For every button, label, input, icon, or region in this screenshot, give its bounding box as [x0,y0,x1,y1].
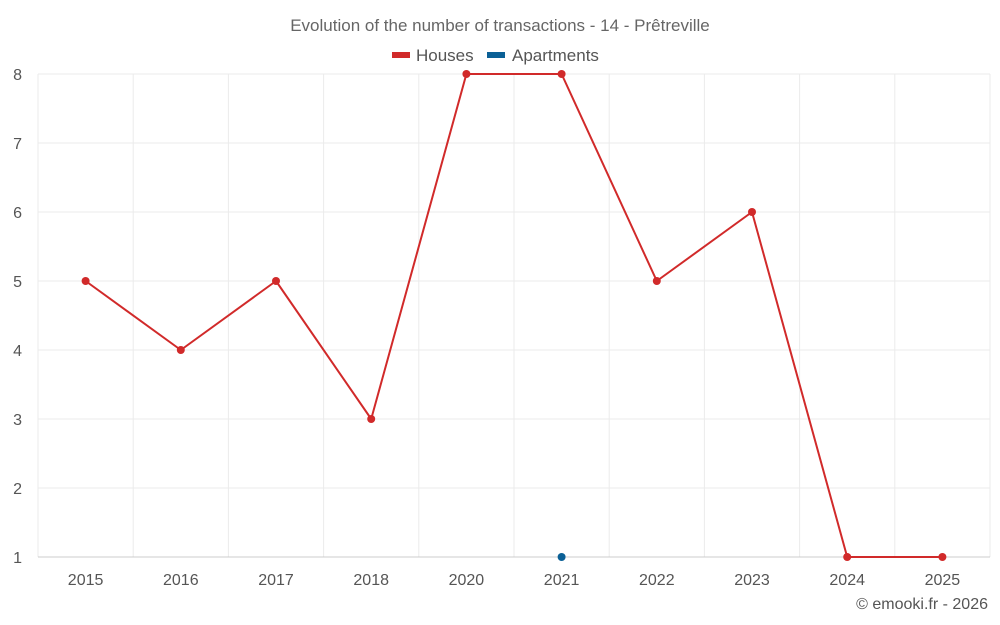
x-tick-label: 2021 [544,572,580,589]
x-tick-label: 2017 [258,572,294,589]
y-tick-label: 7 [13,136,22,153]
x-tick-label: 2024 [829,572,865,589]
y-tick-label: 4 [13,343,22,360]
data-point-houses[interactable] [272,277,280,285]
legend-label-houses: Houses [416,46,474,65]
x-tick-label: 2015 [68,572,104,589]
y-tick-label: 5 [13,274,22,291]
x-tick-label: 2016 [163,572,199,589]
series-houses [81,70,947,561]
chart-title: Evolution of the number of transactions … [290,16,710,35]
series-apartments [557,553,566,561]
legend-swatch-houses [392,52,410,58]
data-point-houses[interactable] [557,70,566,78]
grid [37,73,991,557]
y-tick-label: 8 [13,67,22,84]
x-tick-label: 2025 [925,572,961,589]
data-point-houses[interactable] [176,346,185,354]
series [81,70,947,561]
series-line-houses [85,73,943,558]
x-tick-label: 2020 [449,572,485,589]
legend-item-apartments[interactable]: Apartments [487,46,599,65]
x-axis: 2015 2016 2017 2018 2020 2021 2022 2023 2024 2025 [38,556,990,589]
data-point-houses[interactable] [462,70,471,78]
x-tick-label: 2022 [639,572,675,589]
legend-swatch-apartments [487,52,505,58]
data-point-houses[interactable] [81,277,90,285]
legend: Houses Apartments [392,46,599,65]
data-point-houses[interactable] [938,553,947,561]
y-tick-label: 2 [13,481,22,498]
data-point-apartments[interactable] [557,553,566,561]
data-point-houses[interactable] [748,208,756,216]
y-axis: 1 2 3 4 5 6 7 8 [13,67,22,567]
data-point-houses[interactable] [843,553,852,561]
y-tick-label: 3 [13,412,22,429]
credit-text: © emooki.fr - 2026 [856,596,988,613]
x-tick-label: 2023 [734,572,770,589]
x-tick-label: 2018 [353,572,389,589]
data-point-houses[interactable] [367,415,376,423]
data-point-houses[interactable] [652,277,661,285]
legend-label-apartments: Apartments [512,46,599,65]
y-tick-label: 1 [13,550,22,567]
legend-item-houses[interactable]: Houses [392,46,474,65]
y-tick-label: 6 [13,205,22,222]
